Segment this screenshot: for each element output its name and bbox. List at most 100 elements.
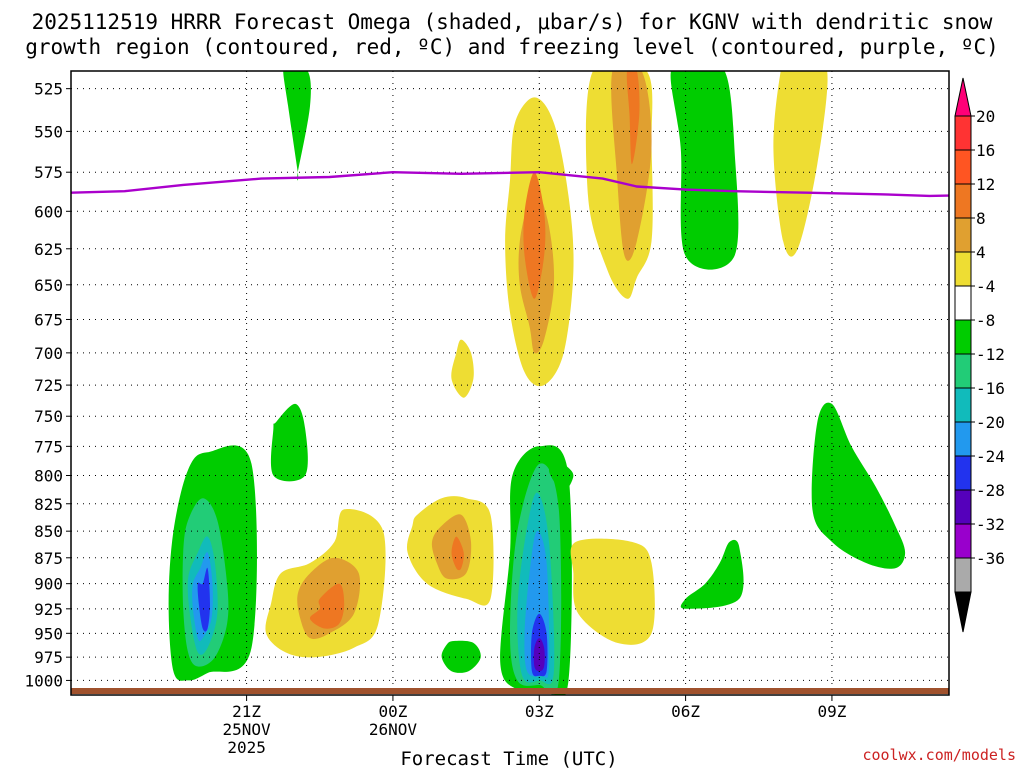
y-tick-label: 775 — [34, 437, 63, 456]
x-tick-label: 21Z — [232, 702, 261, 721]
y-tick-label: 925 — [34, 600, 63, 619]
y-tick-label: 875 — [34, 549, 63, 568]
y-tick-label: 800 — [34, 466, 63, 485]
y-tick-label: 650 — [34, 276, 63, 295]
omega-contour-neg4 — [811, 402, 906, 569]
y-tick-label: 1000 — [24, 671, 63, 690]
colorbar-tick-label: -16 — [976, 379, 1005, 398]
colorbar-tick-label: -28 — [976, 481, 1005, 500]
y-tick-label: 850 — [34, 522, 63, 541]
y-tick-label: 625 — [34, 240, 63, 259]
y-tick-label: 750 — [34, 407, 63, 426]
x-tick-label: 03Z — [525, 702, 554, 721]
sinking-motion-region-14 — [570, 538, 655, 645]
omega-contour-neg4 — [283, 71, 311, 181]
colorbar-swatch — [954, 557, 972, 593]
colorbar: 20 16 12 8 4 -4 -8 -12 -16 -20 -24 -28 -32 -36 — [954, 77, 1005, 633]
omega-contour-neg4 — [549, 457, 574, 493]
x-tick-label: 25NOV — [223, 720, 272, 739]
colorbar-swatch — [954, 285, 972, 321]
omega-contour-neg24 — [533, 638, 545, 672]
colorbar-bottom-arrow — [954, 591, 972, 633]
colorbar-top-arrow — [954, 77, 972, 117]
colorbar-tick-label: -12 — [976, 345, 1005, 364]
rising-motion-region-2 — [283, 71, 311, 181]
sinking-motion-region-9 — [265, 508, 386, 658]
colorbar-swatch — [954, 421, 972, 457]
colorbar-tick-label: 12 — [976, 175, 995, 194]
omega-contour-neg4 — [270, 403, 308, 482]
y-tick-label: 700 — [34, 344, 63, 363]
colorbar-swatch — [954, 319, 972, 355]
omega-contour-pos12 — [309, 583, 345, 629]
chart-title-line-1: 2025112519 HRRR Forecast Omega (shaded, … — [32, 10, 993, 34]
omega-contour-pos4 — [773, 71, 828, 257]
omega-contour-neg4 — [680, 539, 744, 609]
y-tick-label: 550 — [34, 122, 63, 141]
colorbar-tick-label: -36 — [976, 549, 1005, 568]
colorbar-swatch — [954, 115, 972, 151]
rising-motion-region-0 — [168, 445, 257, 681]
omega-shading — [168, 71, 906, 695]
colorbar-swatch — [954, 455, 972, 491]
chart-title-line-2: growth region (contoured, red, ºC) and f… — [25, 35, 999, 59]
omega-contour-neg4 — [670, 71, 739, 270]
colorbar-swatch — [954, 387, 972, 423]
y-tick-label: 825 — [34, 495, 63, 514]
sinking-motion-region-15 — [773, 71, 828, 257]
y-tick-label: 675 — [34, 310, 63, 329]
colorbar-swatch — [954, 251, 972, 287]
rising-motion-region-8 — [811, 402, 906, 569]
x-tick-label: 06Z — [671, 702, 700, 721]
freezing-level-layer — [71, 170, 949, 198]
omega-contour-pos12 — [523, 172, 546, 299]
y-tick-label: 975 — [34, 648, 63, 667]
x-axis-label: Forecast Time (UTC) — [400, 748, 617, 768]
colorbar-swatch — [954, 489, 972, 525]
sinking-motion-region-13 — [585, 71, 653, 299]
colorbar-swatch — [954, 149, 972, 185]
colorbar-tick-label: -24 — [976, 447, 1005, 466]
colorbar-swatch — [954, 353, 972, 389]
credit-link[interactable]: coolwx.com/models — [862, 746, 1016, 764]
colorbar-swatch — [954, 183, 972, 219]
omega-contour-pos12 — [451, 536, 464, 571]
colorbar-swatch — [954, 217, 972, 253]
x-tick-label: 00Z — [378, 702, 407, 721]
sinking-motion-region-12 — [451, 339, 474, 398]
rising-motion-region-5 — [670, 71, 739, 270]
colorbar-tick-label: 8 — [976, 209, 986, 228]
colorbar-tick-label: -20 — [976, 413, 1005, 432]
y-tick-label: 575 — [34, 163, 63, 182]
colorbar-tick-label: -4 — [976, 277, 995, 296]
freezing-level-line — [71, 170, 949, 198]
colorbar-tick-label: -32 — [976, 515, 1005, 534]
omega-contour-pos4 — [451, 339, 474, 398]
y-axis: 525 550 575 600 625 650 675 700 725 750 775 800 825 8… — [24, 80, 71, 690]
y-tick-label: 900 — [34, 575, 63, 594]
rising-motion-region-4 — [500, 445, 572, 695]
sinking-motion-region-11 — [505, 97, 574, 387]
x-tick-label: 26NOV — [369, 720, 418, 739]
sinking-motion-region-10 — [406, 496, 494, 606]
y-tick-label: 525 — [34, 80, 63, 99]
colorbar-tick-label: -8 — [976, 311, 995, 330]
omega-contour-pos8 — [611, 71, 652, 261]
omega-contour-neg20 — [197, 567, 210, 632]
y-tick-label: 725 — [34, 376, 63, 395]
omega-contour-pos12 — [626, 71, 640, 165]
x-tick-label: 09Z — [817, 702, 846, 721]
omega-contour-pos4 — [570, 538, 655, 645]
colorbar-tick-label: 20 — [976, 107, 995, 126]
x-tick-label: 2025 — [227, 738, 266, 757]
colorbar-tick-label: 16 — [976, 141, 995, 160]
colorbar-tick-label: 4 — [976, 243, 986, 262]
y-tick-label: 600 — [34, 202, 63, 221]
rising-motion-region-6 — [549, 457, 574, 493]
colorbar-swatch — [954, 523, 972, 559]
plot-frame — [70, 70, 950, 696]
gridlines — [71, 71, 949, 695]
rising-motion-region-7 — [680, 539, 744, 609]
